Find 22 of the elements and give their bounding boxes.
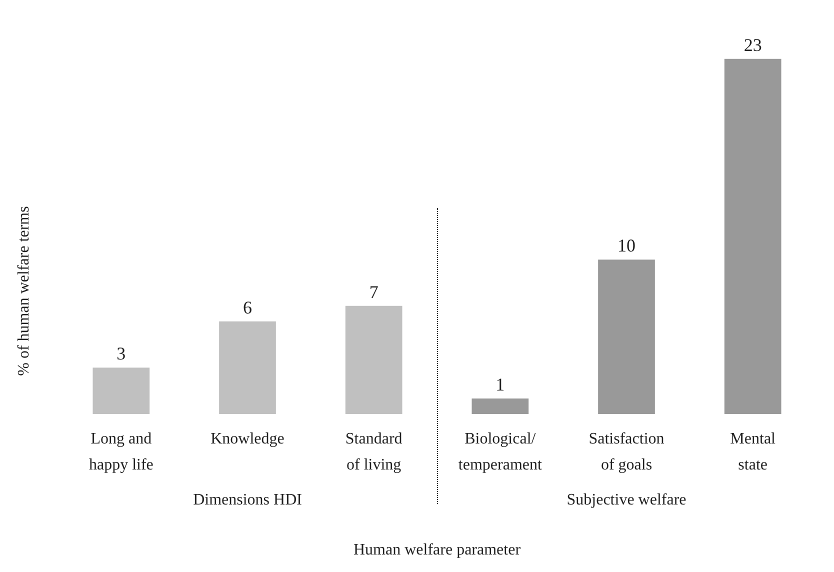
x-tick-label: Long and happy life <box>88 430 154 474</box>
y-axis-title: % of human welfare terms <box>16 206 32 376</box>
bar <box>92 368 150 414</box>
data-label: 1 <box>496 374 505 395</box>
x-tick-label: Satisfaction of goals <box>588 430 664 474</box>
data-label: 7 <box>369 282 378 302</box>
data-label: 6 <box>243 297 252 318</box>
bar <box>345 306 402 414</box>
bar <box>598 260 655 414</box>
x-axis-title: Human welfare parameter <box>353 542 522 558</box>
data-label: 23 <box>744 34 762 55</box>
text: Subjective welfare <box>566 492 686 508</box>
data-label: 3 <box>116 344 126 364</box>
x-tick-label: Knowledge <box>210 430 284 448</box>
bar <box>724 58 782 414</box>
x-tick-label: Standard of living <box>345 430 402 474</box>
bar <box>219 321 276 414</box>
x-tick-label: Biological/ temperament <box>458 430 542 474</box>
x-tick-label: Mental state <box>730 430 776 474</box>
text: Dimensions HDI <box>193 492 302 508</box>
bar <box>472 398 529 414</box>
data-label: 10 <box>618 236 636 256</box>
